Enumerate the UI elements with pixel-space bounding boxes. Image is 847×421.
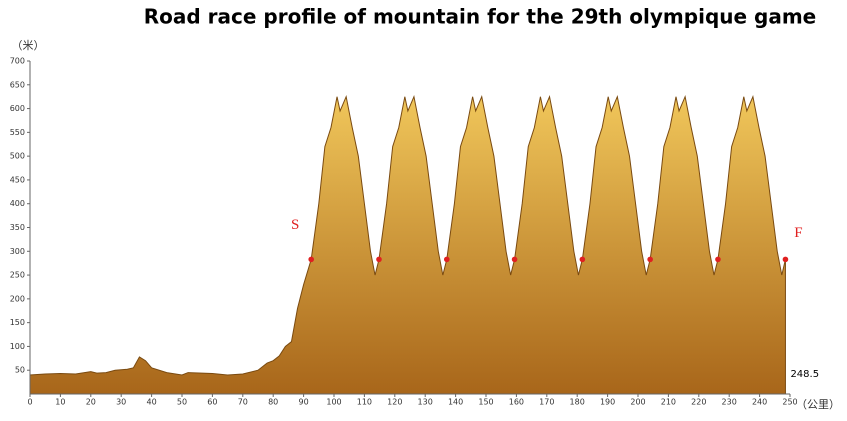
finish-label: F xyxy=(794,225,802,241)
x-tick-label: 220 xyxy=(691,398,706,407)
x-tick-label: 120 xyxy=(387,398,402,407)
x-tick-label: 200 xyxy=(630,398,645,407)
x-tick-label: 130 xyxy=(418,398,433,407)
x-tick-label: 0 xyxy=(27,398,32,407)
x-tick-label: 90 xyxy=(299,398,309,407)
x-tick-label: 150 xyxy=(478,398,493,407)
x-tick-label: 50 xyxy=(177,398,187,407)
y-tick-label: 500 xyxy=(10,152,25,161)
y-tick-label: 300 xyxy=(10,247,25,256)
y-tick-label: 150 xyxy=(10,318,25,327)
checkpoint-marker xyxy=(782,256,789,263)
checkpoint-marker xyxy=(511,256,518,263)
x-tick-label: 210 xyxy=(661,398,676,407)
x-tick-label: 230 xyxy=(722,398,737,407)
y-tick-label: 400 xyxy=(10,199,25,208)
x-tick-label: 170 xyxy=(539,398,554,407)
x-tick-label: 10 xyxy=(55,398,65,407)
x-tick-label: 160 xyxy=(509,398,524,407)
y-tick-label: 550 xyxy=(10,128,25,137)
y-tick-label: 100 xyxy=(10,342,25,351)
x-tick-label: 140 xyxy=(448,398,463,407)
x-tick-label: 190 xyxy=(600,398,615,407)
checkpoint-marker xyxy=(443,256,450,263)
chart-title: Road race profile of mountain for the 29… xyxy=(144,5,817,29)
checkpoint-marker xyxy=(647,256,653,263)
y-tick-label: 450 xyxy=(10,175,25,184)
checkpoint-marker xyxy=(308,256,315,263)
y-tick-label: 50 xyxy=(15,366,25,375)
x-tick-label: 100 xyxy=(326,398,341,407)
y-tick-label: 200 xyxy=(10,294,25,303)
x-tick-label: 110 xyxy=(357,398,372,407)
elevation-area xyxy=(29,94,786,395)
x-tick-label: 30 xyxy=(116,398,126,407)
x-tick-label: 60 xyxy=(207,398,217,407)
checkpoint-marker xyxy=(579,256,586,263)
checkpoint-marker xyxy=(376,256,382,263)
x-tick-label: 70 xyxy=(238,398,248,407)
checkpoint-marker xyxy=(715,256,721,263)
x-tick-label: 180 xyxy=(570,398,585,407)
x-tick-label: 80 xyxy=(268,398,278,407)
end-distance-label: 248.5 xyxy=(790,369,819,380)
y-tick-label: 600 xyxy=(10,104,25,113)
y-tick-label: 650 xyxy=(10,80,25,89)
start-label: S xyxy=(291,217,299,233)
y-tick-label: 250 xyxy=(10,271,25,280)
x-tick-label: 40 xyxy=(147,398,157,407)
x-axis-label: （公里） xyxy=(796,398,840,411)
x-tick-label: 240 xyxy=(752,398,767,407)
y-tick-label: 350 xyxy=(10,223,25,232)
y-tick-label: 700 xyxy=(10,57,25,66)
x-tick-label: 20 xyxy=(86,398,96,407)
y-axis-label: （米） xyxy=(12,39,45,52)
x-tick-label: 250 xyxy=(782,398,797,407)
